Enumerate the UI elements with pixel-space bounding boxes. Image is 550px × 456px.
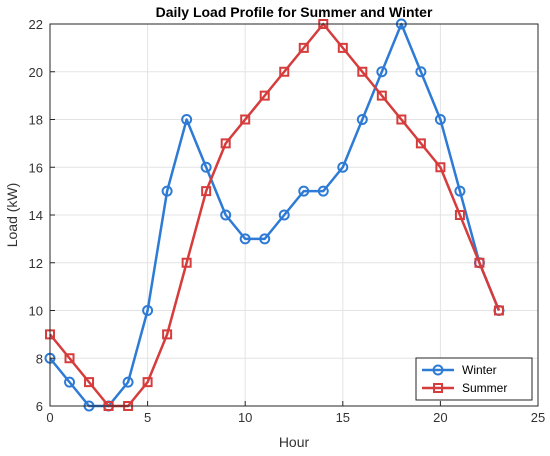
legend-item-summer: Summer bbox=[422, 381, 507, 395]
legend-marker-summer bbox=[433, 383, 443, 393]
x-tick-label: 0 bbox=[46, 410, 53, 425]
data-point-winter bbox=[122, 376, 134, 388]
data-point-winter bbox=[161, 185, 173, 197]
y-tick-label: 6 bbox=[36, 399, 43, 414]
y-tick-label: 22 bbox=[29, 17, 43, 32]
data-point-summer bbox=[201, 186, 212, 197]
data-point-summer bbox=[337, 42, 348, 53]
y-tick-label: 14 bbox=[29, 208, 43, 223]
data-point-winter bbox=[181, 114, 193, 125]
x-tick-label: 10 bbox=[238, 410, 252, 425]
legend-label-winter: Winter bbox=[462, 363, 497, 377]
x-tick-label: 15 bbox=[336, 410, 350, 425]
x-tick-label: 5 bbox=[144, 410, 151, 425]
data-point-winter bbox=[259, 233, 271, 245]
data-point-summer bbox=[240, 114, 251, 125]
data-point-summer bbox=[181, 257, 192, 268]
data-point-summer bbox=[415, 138, 426, 149]
data-point-summer bbox=[220, 138, 231, 149]
data-point-winter bbox=[317, 185, 329, 197]
data-point-summer bbox=[396, 114, 407, 125]
y-tick-label: 18 bbox=[29, 113, 43, 128]
y-tick-label: 8 bbox=[36, 351, 43, 366]
legend-marker-winter bbox=[432, 364, 444, 376]
data-point-winter bbox=[356, 114, 368, 125]
y-tick-label: 10 bbox=[29, 304, 43, 319]
data-point-summer bbox=[259, 90, 270, 101]
y-axis-label: Load (kW) bbox=[4, 183, 20, 248]
chart-title: Daily Load Profile for Summer and Winter bbox=[156, 4, 433, 20]
data-point-winter bbox=[415, 66, 427, 78]
data-point-summer bbox=[162, 329, 173, 340]
data-point-winter bbox=[220, 209, 232, 221]
data-point-summer bbox=[84, 377, 95, 388]
x-axis-label: Hour bbox=[279, 434, 310, 450]
data-point-summer bbox=[435, 162, 446, 173]
data-point-summer bbox=[142, 377, 153, 388]
data-point-winter bbox=[239, 233, 251, 245]
y-tick-label: 16 bbox=[29, 160, 43, 175]
data-point-summer bbox=[454, 210, 465, 220]
data-point-winter bbox=[454, 185, 466, 197]
ticks: 0 5 10 15 20 25 6 8 10 12 14 16 18 20 22 bbox=[29, 17, 546, 425]
legend-box bbox=[415, 357, 533, 401]
x-tick-label: 20 bbox=[433, 410, 447, 425]
data-point-summer bbox=[474, 257, 485, 268]
data-point-winter bbox=[298, 185, 310, 197]
data-point-winter bbox=[434, 114, 446, 125]
data-point-summer bbox=[279, 66, 290, 77]
data-point-winter bbox=[142, 305, 154, 316]
series-layer bbox=[44, 18, 505, 412]
data-point-winter bbox=[64, 376, 76, 388]
data-point-winter bbox=[200, 161, 212, 173]
data-point-summer bbox=[357, 66, 368, 77]
legend-label-summer: Summer bbox=[462, 381, 507, 395]
legend: Winter Summer bbox=[415, 357, 533, 401]
data-point-winter bbox=[376, 66, 388, 78]
data-point-summer bbox=[376, 90, 387, 101]
x-tick-label: 25 bbox=[531, 410, 545, 425]
legend-item-winter: Winter bbox=[422, 363, 497, 377]
data-point-winter bbox=[337, 161, 349, 173]
data-point-summer bbox=[64, 353, 75, 364]
y-tick-label: 20 bbox=[29, 65, 43, 80]
y-tick-label: 12 bbox=[29, 256, 43, 271]
data-point-winter bbox=[278, 209, 290, 221]
data-point-summer bbox=[298, 42, 309, 53]
data-point-summer bbox=[493, 305, 504, 316]
